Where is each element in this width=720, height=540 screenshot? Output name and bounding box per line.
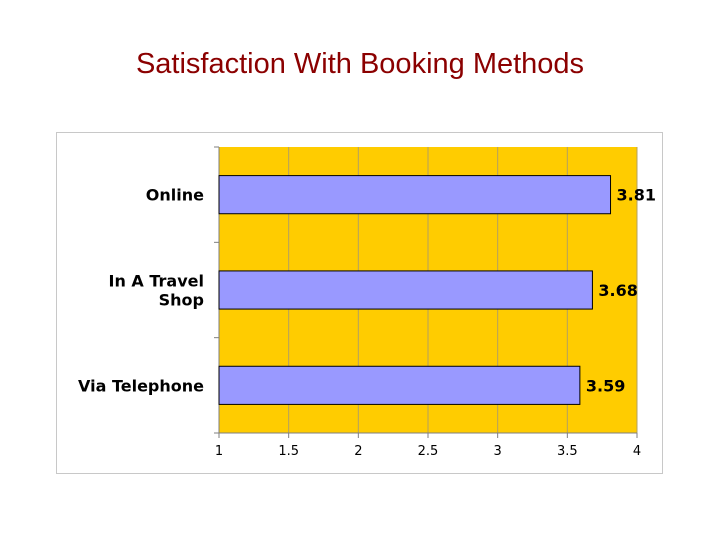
x-tick-label: 1.5: [278, 444, 299, 459]
x-tick-label: 2.5: [418, 444, 439, 459]
data-label: 3.59: [586, 376, 625, 395]
x-tick-label: 1: [215, 444, 223, 459]
bar: [218, 270, 593, 310]
x-tick-label: 4: [633, 444, 641, 459]
category-label: Shop: [159, 291, 204, 310]
data-label: 3.81: [617, 186, 656, 205]
x-tick-label: 3: [494, 444, 502, 459]
category-label: In A Travel: [109, 272, 204, 291]
category-label: Online: [146, 186, 204, 205]
x-tick-label: 2: [354, 444, 362, 459]
x-tick-label: 3.5: [557, 444, 578, 459]
bar: [218, 175, 612, 215]
bar-chart: 1 1.5 2 2.5 3 3.5 4 3.81 Online 3.68 In A TravelSh…: [78, 146, 656, 459]
slide-title: Satisfaction With Booking Methods: [135, 48, 585, 80]
data-label: 3.68: [598, 281, 637, 300]
chart-frame: 1 1.5 2 2.5 3 3.5 4 3.81 Online 3.68 In A Travel Sh…: [56, 132, 663, 474]
bar: [218, 365, 581, 405]
category-label: Via Telephone: [78, 376, 204, 395]
